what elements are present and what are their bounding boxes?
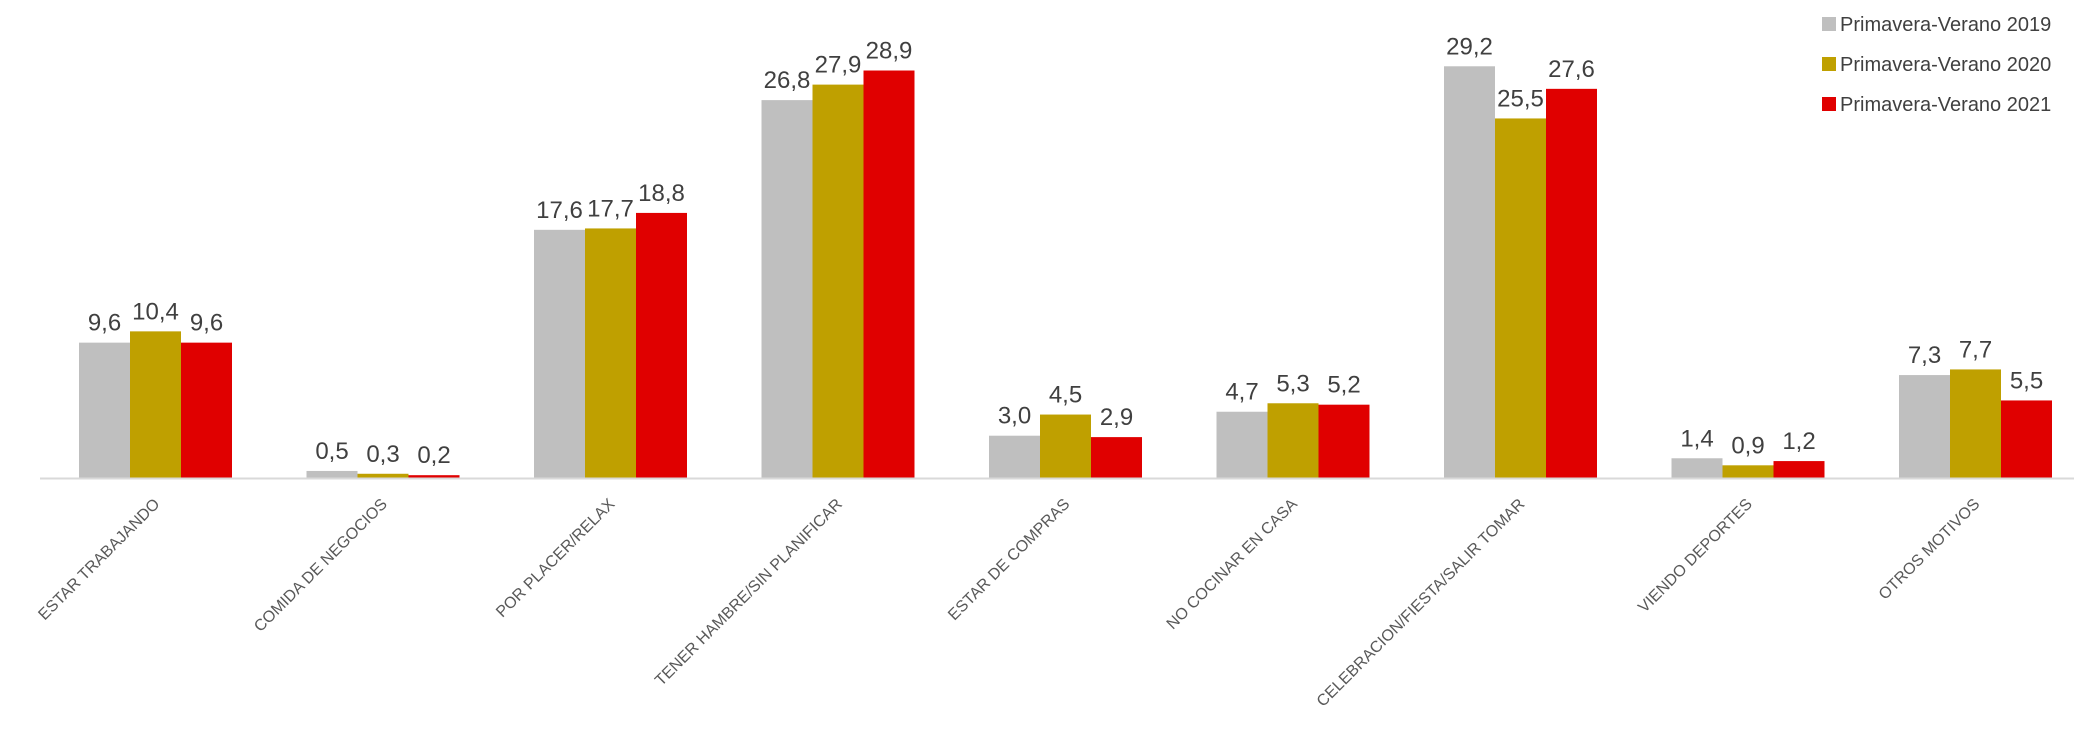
value-label: 4,7	[1225, 379, 1258, 406]
bar-tener-hambre-sin-planificar-series-3	[863, 70, 915, 478]
value-label: 18,8	[638, 180, 685, 207]
value-label: 26,8	[764, 67, 811, 94]
bar-estar-de-compras-series-1	[989, 435, 1040, 478]
category-label-tener-hambre-sin-planificar: TENER HAMBRE/SIN PLANIFICAR	[652, 496, 846, 690]
bar-tener-hambre-sin-planificar-series-2	[812, 84, 864, 479]
value-label: 4,5	[1049, 382, 1082, 409]
value-label: 7,7	[1959, 336, 1992, 363]
bars-layer	[79, 66, 2052, 479]
value-label: 1,2	[1782, 428, 1815, 455]
bar-tener-hambre-sin-planificar-series-1	[761, 100, 813, 479]
bar-estar-trabajando-series-1	[79, 342, 130, 478]
category-labels-layer: ESTAR TRABAJANDO COMIDA DE NEGOCIOS POR PL…	[35, 496, 1983, 711]
value-label: 10,4	[132, 298, 179, 325]
bar-por-placer-relax-series-3	[636, 212, 687, 479]
category-label-estar-trabajando: ESTAR TRABAJANDO	[35, 496, 163, 624]
bar-no-cocinar-en-casa-series-3	[1318, 404, 1370, 478]
category-label-por-placer-relax: POR PLACER/RELAX	[493, 496, 618, 621]
bar-no-cocinar-en-casa-series-1	[1216, 411, 1268, 478]
value-labels-layer: 9,6 10,4 9,60,5 0,3 0,217,6 17,718,826,827,92…	[88, 33, 2043, 469]
bar-no-cocinar-en-casa-series-2	[1267, 403, 1319, 478]
category-label-viendo-deportes: VIENDO DEPORTES	[1635, 496, 1756, 617]
bar-por-placer-relax-series-2	[585, 228, 636, 478]
bar-otros-motivos-series-2	[1950, 369, 2001, 478]
value-label: 27,6	[1548, 56, 1595, 83]
bar-por-placer-relax-series-1	[534, 229, 585, 478]
bar-comida-de-negocios-series-2	[357, 473, 409, 478]
category-label-celebracion-fiesta-salir-tomar: CELEBRACION/FIESTA/SALIR TOMAR	[1314, 496, 1528, 710]
value-label: 25,5	[1497, 85, 1544, 112]
bar-estar-de-compras-series-3	[1091, 437, 1142, 478]
bar-viendo-deportes-series-2	[1722, 465, 1774, 478]
bar-estar-trabajando-series-3	[181, 342, 232, 478]
value-label: 5,3	[1276, 370, 1309, 397]
legend-swatch	[1822, 57, 1836, 71]
value-label: 27,9	[815, 52, 862, 79]
bar-celebracion-fiesta-salir-tomar-series-1	[1444, 66, 1495, 478]
bar-celebracion-fiesta-salir-tomar-series-2	[1495, 118, 1546, 478]
value-label: 17,6	[536, 197, 583, 224]
value-label: 29,2	[1446, 33, 1493, 60]
bar-celebracion-fiesta-salir-tomar-series-3	[1546, 88, 1597, 478]
value-label: 0,5	[315, 438, 348, 465]
legend: Primavera-Verano 2019 Primavera-Verano 20…	[1822, 14, 2051, 116]
value-label: 5,2	[1327, 372, 1360, 399]
bar-estar-trabajando-series-2	[130, 331, 181, 478]
bar-estar-de-compras-series-2	[1040, 414, 1091, 478]
category-label-otros-motivos: OTROS MOTIVOS	[1876, 496, 1984, 604]
bar-otros-motivos-series-1	[1899, 375, 1950, 478]
value-label: 9,6	[190, 310, 223, 337]
legend-label: Primavera-Verano 2020	[1840, 54, 2051, 76]
value-label: 0,2	[417, 442, 450, 469]
value-label: 5,5	[2010, 367, 2043, 394]
value-label: 3,0	[998, 403, 1031, 430]
legend-swatch	[1822, 97, 1836, 111]
value-label: 1,4	[1680, 425, 1713, 452]
category-label-estar-de-compras: ESTAR DE COMPRAS	[945, 496, 1073, 624]
legend-label: Primavera-Verano 2021	[1840, 94, 2051, 116]
value-label: 0,9	[1731, 432, 1764, 459]
bar-viendo-deportes-series-3	[1773, 461, 1825, 478]
bar-viendo-deportes-series-1	[1671, 458, 1723, 478]
bar-comida-de-negocios-series-1	[306, 470, 358, 478]
value-label: 9,6	[88, 310, 121, 337]
value-label: 17,7	[587, 195, 634, 222]
value-label: 0,3	[366, 441, 399, 468]
bar-otros-motivos-series-3	[2001, 400, 2052, 478]
legend-swatch	[1822, 17, 1836, 31]
value-label: 28,9	[866, 38, 913, 65]
value-label: 2,9	[1100, 404, 1133, 431]
category-label-no-cocinar-en-casa: NO COCINAR EN CASA	[1164, 496, 1301, 633]
category-label-comida-de-negocios: COMIDA DE NEGOCIOS	[251, 496, 391, 636]
bar-comida-de-negocios-series-3	[408, 475, 460, 478]
legend-label: Primavera-Verano 2019	[1840, 14, 2051, 36]
value-label: 7,3	[1908, 342, 1941, 369]
